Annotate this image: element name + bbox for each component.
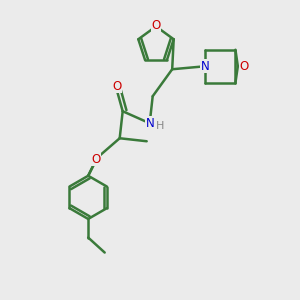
Text: O: O [240, 60, 249, 73]
Text: O: O [152, 19, 160, 32]
Text: O: O [112, 80, 121, 93]
Text: N: N [146, 117, 155, 130]
Text: O: O [91, 153, 100, 166]
Text: N: N [201, 60, 210, 73]
Text: H: H [156, 121, 164, 131]
